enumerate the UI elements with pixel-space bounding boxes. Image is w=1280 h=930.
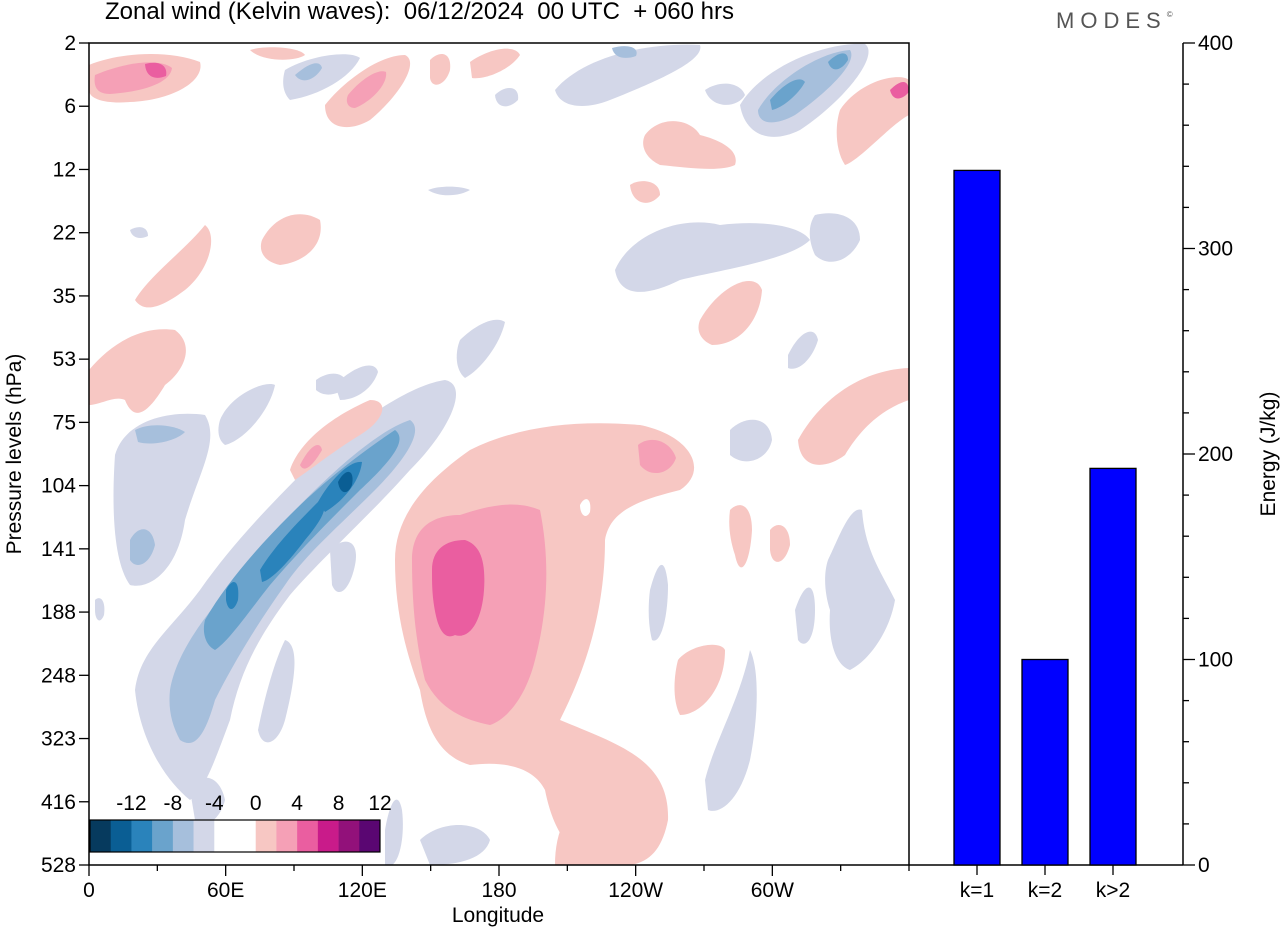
bar-y-tick-label: 200	[1198, 443, 1233, 466]
brand-mark: ©	[1166, 10, 1173, 19]
colorbar-swatch	[255, 820, 277, 852]
colorbar-label: 12	[368, 792, 391, 815]
colorbar-label: 8	[333, 792, 345, 815]
energy-bar-1	[953, 169, 1001, 866]
colorbar-swatch	[297, 820, 319, 852]
y-tick-label: 141	[41, 538, 76, 561]
colorbar-swatch	[359, 820, 381, 852]
bar-category-label: k=1	[960, 879, 994, 902]
heatmap-y-axis: 2 6 12 22 35 53 75 104 141 188 248 323 416 528	[41, 32, 89, 877]
colorbar-swatches	[90, 820, 381, 852]
colorbar-labels: -12 -8 -4 0 4 8 12	[116, 792, 391, 815]
x-axis-label: Longitude	[452, 904, 544, 927]
colorbar-label: -4	[205, 792, 224, 815]
energy-bar-2	[1021, 658, 1069, 866]
energy-bars: k=1 k=2 k>2	[953, 169, 1137, 902]
y-tick-label: 528	[41, 854, 76, 877]
colorbar-swatch	[214, 820, 236, 852]
brand-logo: MODES©	[1056, 8, 1173, 34]
y-axis-label: Pressure levels (hPa)	[3, 354, 26, 555]
bar-category-label: k>2	[1096, 879, 1130, 902]
x-tick-label: 180	[481, 879, 516, 902]
colorbar-swatch	[338, 820, 360, 852]
y-tick-label: 35	[53, 285, 76, 308]
colorbar-swatch	[235, 820, 257, 852]
colorbar-swatch	[317, 820, 339, 852]
y-tick-label: 416	[41, 791, 76, 814]
y-tick-label: 12	[53, 158, 76, 181]
wind-field	[89, 43, 909, 865]
bar-category-label: k=2	[1028, 879, 1062, 902]
y-tick-label: 22	[53, 222, 76, 245]
page-title: Zonal wind (Kelvin waves): 06/12/2024 00…	[105, 0, 734, 25]
bar-y-tick-label: 400	[1198, 32, 1233, 55]
x-tick-label: 60E	[207, 879, 244, 902]
colorbar-swatch	[172, 820, 194, 852]
colorbar-label: -8	[164, 792, 183, 815]
x-tick-label: 120W	[608, 879, 663, 902]
y-tick-label: 75	[53, 411, 76, 434]
y-tick-label: 104	[41, 475, 76, 498]
y-tick-label: 2	[64, 32, 76, 55]
bar-y-tick-label: 300	[1198, 238, 1233, 261]
colorbar-swatch	[276, 820, 298, 852]
heatmap-x-axis: 0 60E 120E 180 120W 60W	[83, 865, 910, 902]
y-tick-label: 248	[41, 664, 76, 687]
bar-y-tick-label: 0	[1198, 854, 1210, 877]
colorbar-label: 0	[250, 792, 262, 815]
colorbar-swatch	[131, 820, 153, 852]
y-tick-label: 53	[53, 348, 76, 371]
colorbar: -12 -8 -4 0 4 8 12	[89, 792, 392, 853]
bar-y-axis: 0 100 200 300 400	[1183, 32, 1233, 877]
y-tick-label: 323	[41, 728, 76, 751]
x-tick-label: 120E	[338, 879, 387, 902]
brand-name: MODES	[1056, 8, 1167, 33]
x-tick-label: 0	[83, 879, 95, 902]
x-tick-label: 60W	[751, 879, 794, 902]
colorbar-label: 4	[291, 792, 303, 815]
colorbar-swatch	[90, 820, 112, 852]
y-tick-label: 6	[64, 95, 76, 118]
colorbar-label: -12	[116, 792, 146, 815]
colorbar-swatch	[152, 820, 174, 852]
colorbar-swatch	[193, 820, 215, 852]
bar-y-tick-label: 100	[1198, 649, 1233, 672]
bar-y-axis-label: Energy (J/kg)	[1257, 392, 1280, 517]
y-tick-label: 188	[41, 601, 76, 624]
energy-bar-3	[1089, 467, 1137, 866]
colorbar-swatch	[110, 820, 132, 852]
